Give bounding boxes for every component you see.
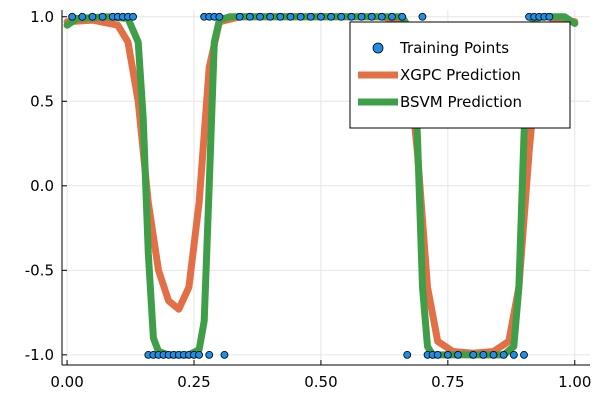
y-tick-label: -0.5 bbox=[25, 261, 54, 279]
training-point bbox=[317, 12, 325, 21]
legend-label: Training Points bbox=[399, 39, 509, 57]
training-point bbox=[327, 12, 335, 21]
training-point bbox=[469, 350, 478, 359]
training-point bbox=[245, 12, 254, 21]
training-point bbox=[418, 12, 427, 21]
x-tick-label: 0.75 bbox=[431, 373, 464, 391]
training-point bbox=[88, 12, 97, 21]
training-point bbox=[499, 350, 508, 359]
x-tick-label: 0.25 bbox=[177, 373, 210, 391]
training-point bbox=[220, 350, 229, 359]
x-tick-label: 0.50 bbox=[304, 373, 337, 391]
training-point bbox=[433, 350, 442, 359]
training-point bbox=[68, 12, 77, 21]
training-point bbox=[367, 12, 376, 21]
training-point bbox=[235, 12, 244, 21]
training-point bbox=[398, 12, 407, 21]
training-point bbox=[195, 350, 203, 359]
training-point bbox=[286, 12, 295, 21]
training-point bbox=[347, 12, 356, 21]
training-point bbox=[454, 350, 462, 359]
training-point bbox=[443, 350, 452, 359]
y-tick-label: 0.5 bbox=[30, 92, 54, 110]
training-point bbox=[388, 12, 396, 21]
training-point bbox=[377, 12, 386, 21]
y-tick-label: 0.0 bbox=[30, 177, 54, 195]
training-points bbox=[68, 12, 554, 359]
training-point bbox=[479, 350, 488, 359]
training-point bbox=[276, 12, 285, 21]
training-point bbox=[215, 12, 224, 21]
x-tick-label: 0.00 bbox=[50, 373, 83, 391]
training-point bbox=[403, 350, 412, 359]
training-point bbox=[78, 12, 87, 21]
training-point bbox=[489, 350, 498, 359]
legend-marker-training-points bbox=[372, 42, 384, 54]
training-point bbox=[266, 12, 275, 21]
training-point bbox=[256, 12, 264, 21]
y-tick-label: 1.0 bbox=[30, 8, 54, 26]
y-tick-label: -1.0 bbox=[25, 346, 54, 364]
training-point bbox=[337, 12, 346, 21]
training-point bbox=[129, 12, 137, 21]
training-point bbox=[306, 12, 315, 21]
training-point bbox=[520, 350, 528, 359]
legend-label: XGPC Prediction bbox=[400, 66, 521, 84]
x-tick-label: 1.00 bbox=[558, 373, 591, 391]
training-point bbox=[509, 350, 518, 359]
training-point bbox=[545, 12, 554, 21]
training-point bbox=[357, 12, 366, 21]
legend: Training Points XGPC Prediction BSVM Predi… bbox=[349, 21, 571, 129]
training-point bbox=[296, 12, 305, 21]
training-point bbox=[205, 350, 214, 359]
training-point bbox=[98, 12, 107, 21]
series-line-bsvm-prediction bbox=[63, 13, 579, 359]
legend-label: BSVM Prediction bbox=[400, 93, 522, 111]
axes: 0.00 0.25 0.50 0.75 1.00 -1.0 -0.5 0.0 0.5 1.0 bbox=[25, 8, 592, 391]
